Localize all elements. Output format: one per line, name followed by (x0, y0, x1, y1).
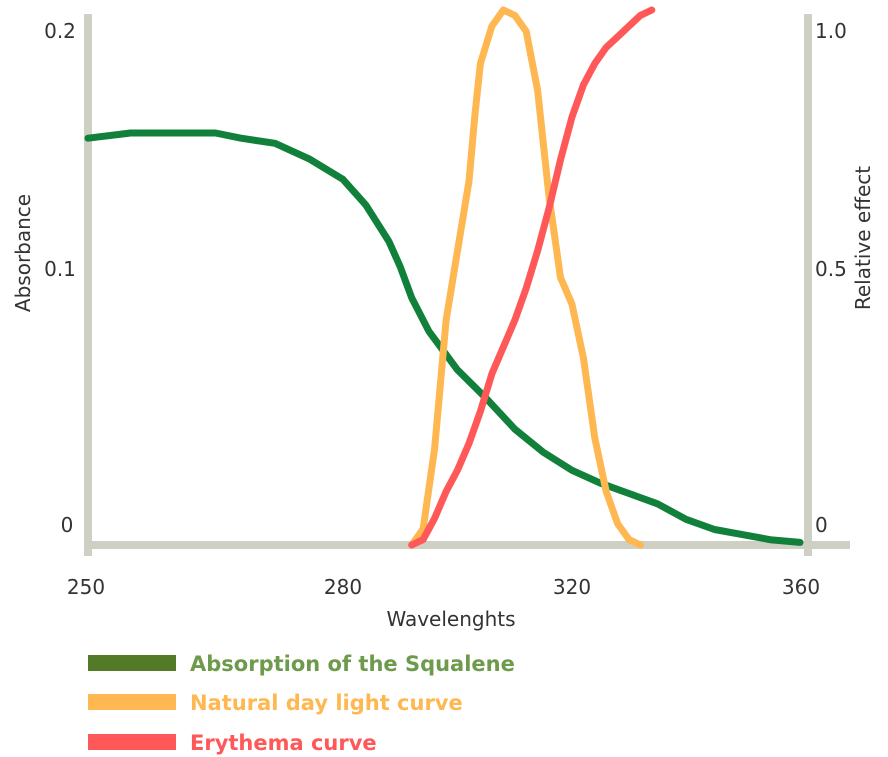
x-tick-label-0: 250 (67, 575, 105, 599)
legend-label-squalene: Absorption of the Squalene (190, 652, 515, 676)
series-line-erythema (408, 6, 656, 549)
series-line-daylight (408, 6, 644, 549)
y-right-tick-label-0: 1.0 (815, 19, 847, 43)
y-right-tick-label-1: 0.5 (815, 257, 847, 281)
legend-label-daylight: Natural day light curve (190, 691, 463, 715)
y-left-tick-label-1: 0.1 (44, 257, 76, 281)
legend-swatch-squalene (88, 655, 176, 671)
y-left-axis-title: Absorbance (11, 194, 35, 312)
y-right-tick-label-2: 0 (815, 513, 828, 537)
legend: Absorption of the Squalene Natural day l… (88, 652, 515, 755)
y-left-tick-label-2: 0 (61, 513, 74, 537)
y-left-tick-label-0: 0.2 (44, 19, 76, 43)
x-tick-label-1: 280 (324, 575, 362, 599)
legend-swatch-daylight (88, 694, 176, 710)
x-axis-title: Wavelenghts (386, 607, 515, 631)
legend-swatch-erythema (88, 734, 176, 750)
legend-label-erythema: Erythema curve (190, 731, 377, 755)
series-layer (84, 6, 804, 549)
x-tick-label-3: 360 (782, 575, 820, 599)
y-right-axis-title: Relative effect (851, 166, 875, 310)
x-tick-label-2: 320 (553, 575, 591, 599)
